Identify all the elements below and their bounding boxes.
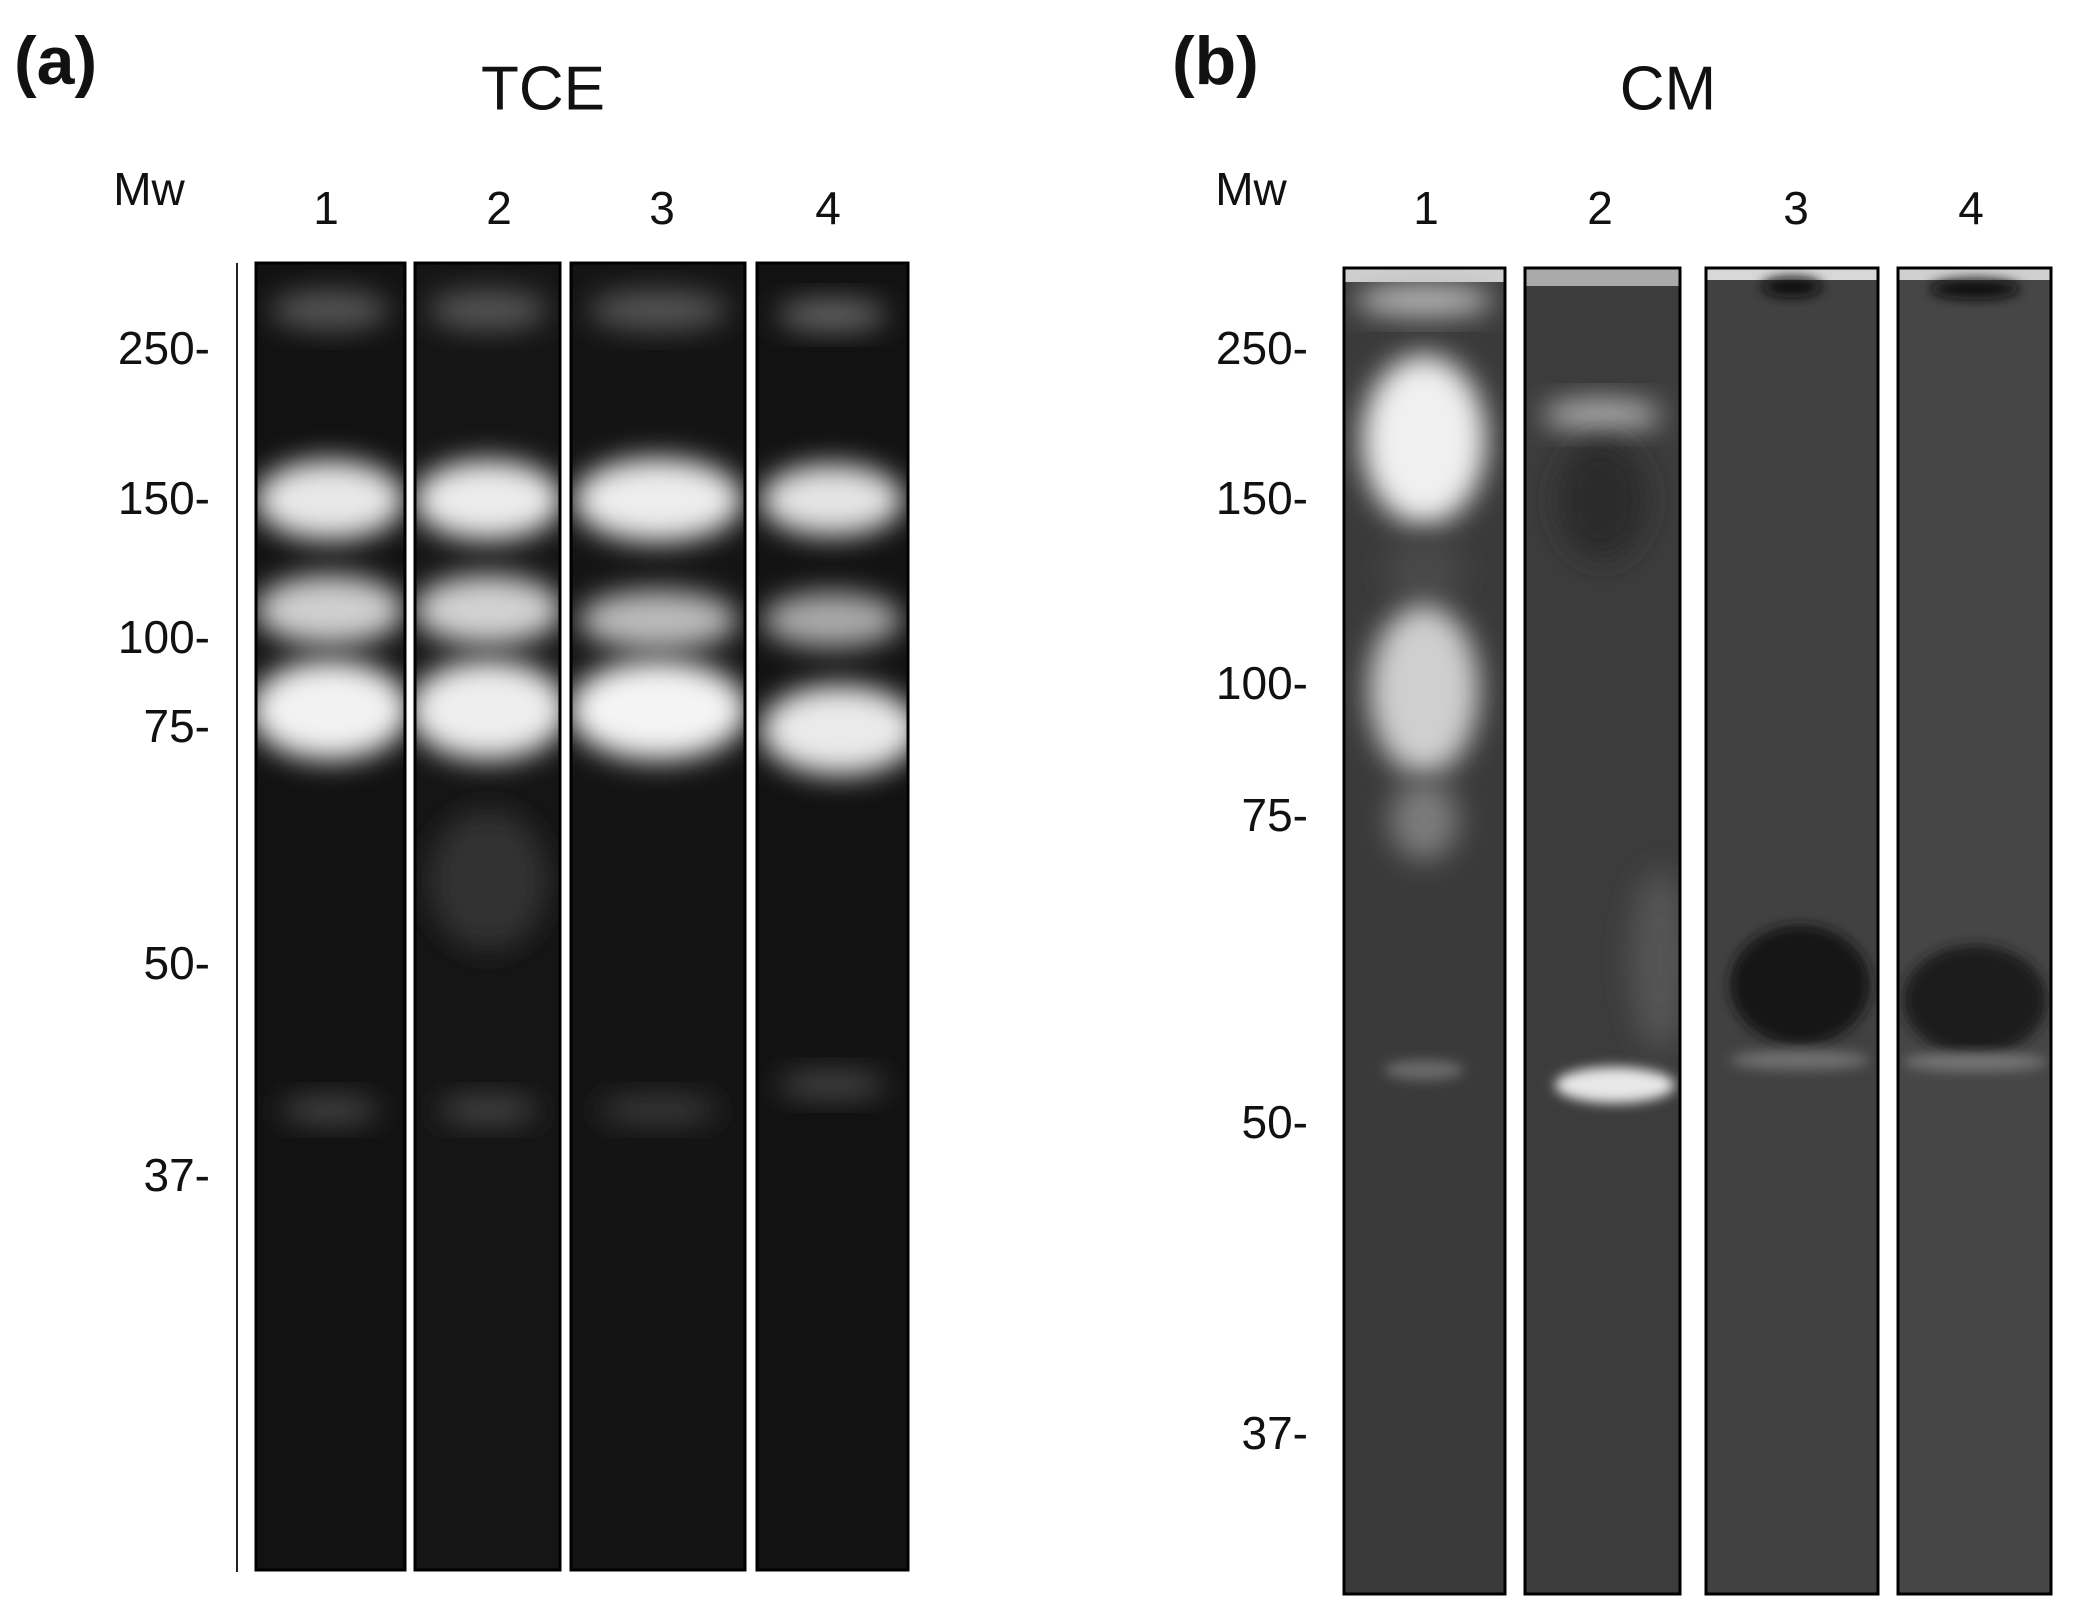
marker-label: 150-: [118, 472, 210, 524]
lane-label: 2: [486, 182, 512, 234]
lane-label: 4: [815, 182, 841, 234]
marker-label: 50-: [1242, 1096, 1308, 1148]
mw-header: Mw: [1215, 163, 1287, 215]
panel-title: CM: [1620, 54, 1716, 123]
marker-label: 75-: [1242, 789, 1308, 841]
panel-title: TCE: [481, 54, 605, 123]
marker-label: 37-: [1242, 1407, 1308, 1459]
marker-label: 75-: [144, 700, 210, 752]
panel-label: (b): [1172, 23, 1259, 99]
marker-label: 50-: [144, 937, 210, 989]
lane-label: 2: [1587, 182, 1613, 234]
marker-label: 250-: [118, 322, 210, 374]
panel-label: (a): [14, 23, 97, 99]
lane-label: 3: [649, 182, 675, 234]
lane-label: 1: [1413, 182, 1439, 234]
lane-label: 3: [1783, 182, 1809, 234]
marker-label: 37-: [144, 1149, 210, 1201]
gel-lanes-b: [1342, 266, 2053, 1596]
lane-label: 4: [1958, 182, 1984, 234]
marker-label: 100-: [118, 611, 210, 663]
marker-label: 100-: [1216, 657, 1308, 709]
marker-label: 250-: [1216, 322, 1308, 374]
marker-label: 150-: [1216, 472, 1308, 524]
lane-label: 1: [313, 182, 339, 234]
mw-header: Mw: [113, 163, 185, 215]
gel-lanes-a: [254, 261, 910, 1572]
